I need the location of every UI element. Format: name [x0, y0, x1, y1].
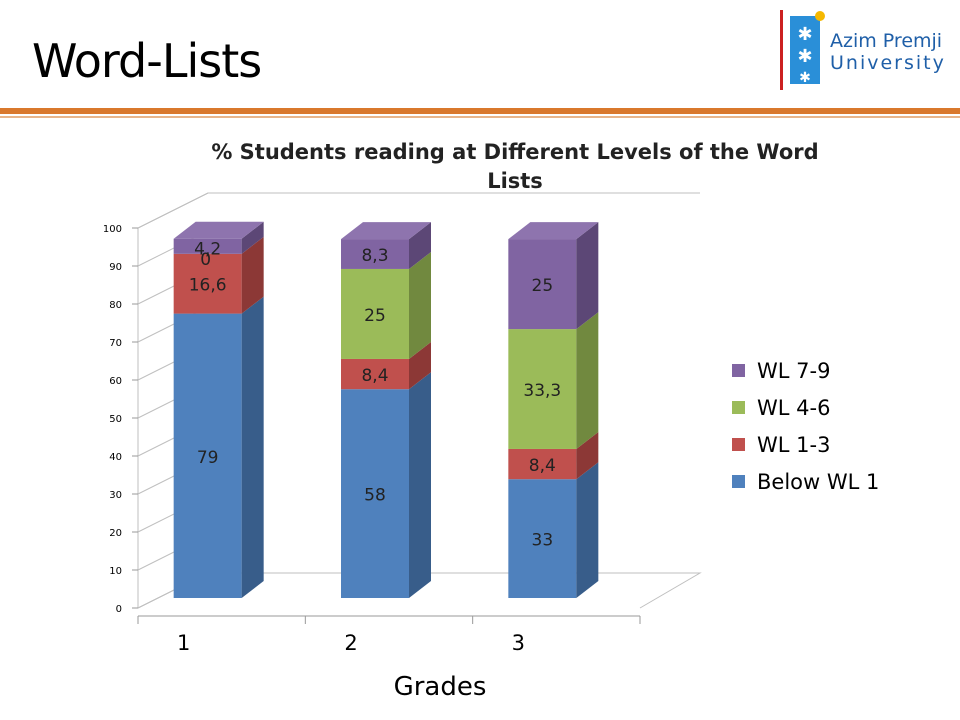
legend-swatch [732, 364, 745, 377]
bar-top-face [173, 221, 264, 239]
y-tick-label: 30 [109, 490, 122, 501]
university-logo: ✱ ✱ ✱ Azim Premji University [780, 10, 950, 90]
y-tick-label: 40 [109, 452, 122, 463]
data-label: 25 [364, 306, 386, 326]
x-axis-label: Grades [393, 672, 487, 702]
data-label: 58 [364, 486, 386, 506]
bar-segment-side [576, 222, 599, 330]
data-label: 33 [532, 531, 554, 551]
y-tick-label: 10 [109, 566, 122, 577]
bar-segment-side [409, 341, 431, 390]
data-label: 33,3 [523, 381, 561, 401]
bar-segment [508, 239, 577, 330]
y-tick-label: 90 [109, 262, 122, 273]
x-tick-label: 3 [512, 631, 525, 655]
bar-segment [341, 358, 409, 390]
legend-swatch [732, 438, 745, 451]
svg-text:✱: ✱ [797, 46, 812, 67]
title-divider [0, 108, 960, 114]
y-tick-label: 70 [109, 338, 122, 349]
x-tick-label: 2 [344, 631, 357, 655]
legend-swatch [732, 475, 745, 488]
data-label: 8,3 [361, 246, 388, 266]
logo-text-line1: Azim Premji [830, 30, 943, 52]
legend-label: WL 1-3 [757, 432, 831, 457]
y-tick-label: 20 [109, 528, 122, 539]
svg-text:✱: ✱ [799, 70, 811, 86]
bar-segment [508, 448, 577, 480]
data-label: 8,4 [529, 456, 556, 476]
legend-swatch [732, 401, 745, 414]
bar-segment-side [576, 462, 599, 598]
logo-star-icon: ✱ ✱ ✱ [790, 11, 825, 86]
bar-top-face [341, 222, 431, 240]
y-tick-label: 50 [109, 414, 122, 425]
bar-segment-side [409, 251, 431, 359]
y-tick-label: 80 [109, 300, 122, 311]
y-tick-label: 60 [109, 376, 122, 387]
data-label: 4,2 [194, 240, 221, 260]
legend-item-wl-1-3: WL 1-3 [732, 426, 879, 463]
bar-segment-side [241, 236, 264, 314]
legend-label: Below WL 1 [757, 469, 880, 494]
bar-top-face [508, 222, 599, 240]
chart-title: % Students reading at Different Levels o… [211, 140, 819, 193]
bar-segment [508, 479, 577, 598]
legend-label: WL 7-9 [757, 358, 831, 383]
bar-segment [508, 329, 577, 449]
bar-segment [173, 238, 242, 254]
bar-segment [173, 313, 242, 598]
bar-segment-side [576, 431, 599, 480]
bar-segment [341, 239, 409, 269]
data-label: 79 [197, 448, 219, 468]
bar-segment-side [409, 222, 431, 269]
chart-legend: WL 7-9 WL 4-6 WL 1-3 Below WL 1 [732, 352, 879, 500]
gridline-depth [137, 192, 209, 229]
legend-item-below-wl-1: Below WL 1 [732, 463, 879, 500]
data-label: 8,4 [361, 366, 388, 386]
legend-item-wl-7-9: WL 7-9 [732, 352, 879, 389]
title-divider-secondary [0, 116, 960, 118]
logo-text-line2: University [830, 52, 946, 74]
legend-label: WL 4-6 [757, 395, 831, 420]
y-tick-label: 100 [103, 224, 122, 235]
bar-segment [173, 253, 242, 314]
bar-segment [341, 268, 409, 359]
bar-segment-side [241, 221, 264, 254]
data-label: 25 [532, 276, 554, 296]
y-tick-label: 0 [116, 604, 122, 615]
logo-bar [780, 10, 783, 90]
data-label: 16,6 [189, 276, 227, 296]
svg-text:✱: ✱ [797, 24, 812, 45]
bar-segment-side [409, 372, 431, 598]
data-label: 0 [200, 250, 211, 270]
legend-item-wl-4-6: WL 4-6 [732, 389, 879, 426]
bar-segment [341, 389, 409, 598]
bar-segment-side [241, 296, 264, 598]
slide-title: Word-Lists [32, 34, 262, 88]
x-tick-label: 1 [177, 631, 190, 655]
bar-segment-side [576, 312, 599, 449]
